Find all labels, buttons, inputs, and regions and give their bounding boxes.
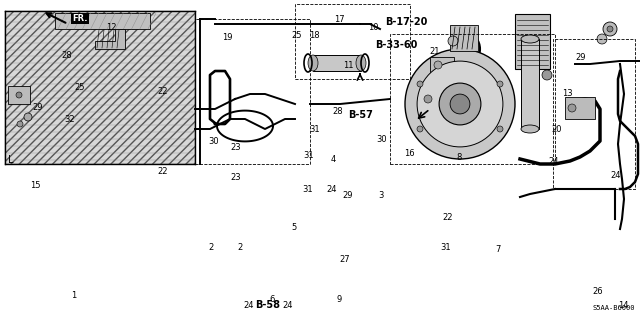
Text: 8: 8 <box>456 152 461 161</box>
Text: 26: 26 <box>593 287 604 296</box>
Circle shape <box>607 26 613 32</box>
Circle shape <box>405 49 515 159</box>
Circle shape <box>439 83 481 125</box>
Circle shape <box>17 121 23 127</box>
Text: 9: 9 <box>337 295 342 305</box>
Text: 30: 30 <box>377 136 387 145</box>
Text: B-58: B-58 <box>255 300 280 310</box>
Circle shape <box>603 22 617 36</box>
Ellipse shape <box>521 35 539 43</box>
Text: 19: 19 <box>221 33 232 42</box>
Text: 29: 29 <box>343 190 353 199</box>
Text: 4: 4 <box>330 155 335 165</box>
Text: 31: 31 <box>303 186 314 195</box>
Bar <box>55 13 150 29</box>
Polygon shape <box>95 29 125 49</box>
Circle shape <box>417 81 423 87</box>
Bar <box>295 4 410 79</box>
Text: 29: 29 <box>576 54 586 63</box>
Circle shape <box>16 92 22 98</box>
Ellipse shape <box>356 55 366 71</box>
Circle shape <box>568 104 576 112</box>
Text: 27: 27 <box>340 256 350 264</box>
Text: 2: 2 <box>209 243 214 253</box>
Text: 31: 31 <box>441 243 451 253</box>
Bar <box>313 55 361 71</box>
Ellipse shape <box>308 55 318 71</box>
Bar <box>5 11 195 164</box>
Text: 24: 24 <box>244 300 254 309</box>
Circle shape <box>497 81 503 87</box>
Bar <box>195 19 310 164</box>
Text: 31: 31 <box>310 125 320 135</box>
Circle shape <box>597 34 607 44</box>
Text: 22: 22 <box>157 87 168 97</box>
Circle shape <box>24 113 32 121</box>
Text: 24: 24 <box>611 170 621 180</box>
Text: 11: 11 <box>343 61 353 70</box>
Text: 22: 22 <box>157 167 168 176</box>
Text: B-33-60: B-33-60 <box>375 40 417 50</box>
Text: 17: 17 <box>333 16 344 25</box>
Bar <box>521 39 539 129</box>
Text: 32: 32 <box>65 115 76 124</box>
Text: 24: 24 <box>283 300 293 309</box>
Text: 24: 24 <box>548 158 559 167</box>
Bar <box>430 57 454 79</box>
Text: 6: 6 <box>269 295 275 305</box>
Text: 23: 23 <box>230 174 241 182</box>
Text: 3: 3 <box>378 191 384 201</box>
Bar <box>565 97 595 119</box>
Circle shape <box>417 126 423 132</box>
Circle shape <box>450 94 470 114</box>
Circle shape <box>417 61 503 147</box>
Text: 25: 25 <box>75 84 85 93</box>
Text: 24: 24 <box>327 186 337 195</box>
Text: 13: 13 <box>562 88 572 98</box>
Text: 23: 23 <box>230 144 241 152</box>
Text: 20: 20 <box>552 125 563 135</box>
Text: 1: 1 <box>72 291 77 300</box>
Text: 5: 5 <box>291 224 296 233</box>
Text: S5AA-B6000: S5AA-B6000 <box>593 305 635 311</box>
Circle shape <box>497 126 503 132</box>
Bar <box>450 25 478 51</box>
Circle shape <box>434 61 442 69</box>
Bar <box>8 86 30 104</box>
Text: 10: 10 <box>368 23 378 32</box>
Bar <box>515 14 550 69</box>
Text: 12: 12 <box>106 23 116 32</box>
Text: L: L <box>8 155 13 165</box>
Text: 28: 28 <box>333 108 343 116</box>
Text: B-17-20: B-17-20 <box>385 17 428 27</box>
Text: 2: 2 <box>237 243 243 253</box>
Bar <box>415 79 505 134</box>
Text: 30: 30 <box>209 137 220 146</box>
Text: 29: 29 <box>33 102 44 112</box>
Text: 15: 15 <box>29 181 40 189</box>
Text: 25: 25 <box>292 31 302 40</box>
Text: B-57: B-57 <box>348 110 373 120</box>
Bar <box>5 11 195 164</box>
Text: 18: 18 <box>308 31 319 40</box>
Bar <box>390 34 555 164</box>
Circle shape <box>542 70 552 80</box>
Circle shape <box>424 95 432 103</box>
Text: 31: 31 <box>304 151 314 160</box>
Bar <box>553 39 635 189</box>
Text: 21: 21 <box>429 48 440 56</box>
Text: 7: 7 <box>495 246 500 255</box>
FancyArrowPatch shape <box>47 13 65 23</box>
Text: 14: 14 <box>618 300 628 309</box>
Ellipse shape <box>521 125 539 133</box>
Text: 16: 16 <box>404 150 414 159</box>
Text: 28: 28 <box>61 51 72 61</box>
Text: FR.: FR. <box>72 14 88 23</box>
Text: 22: 22 <box>443 213 453 222</box>
Circle shape <box>448 36 458 46</box>
